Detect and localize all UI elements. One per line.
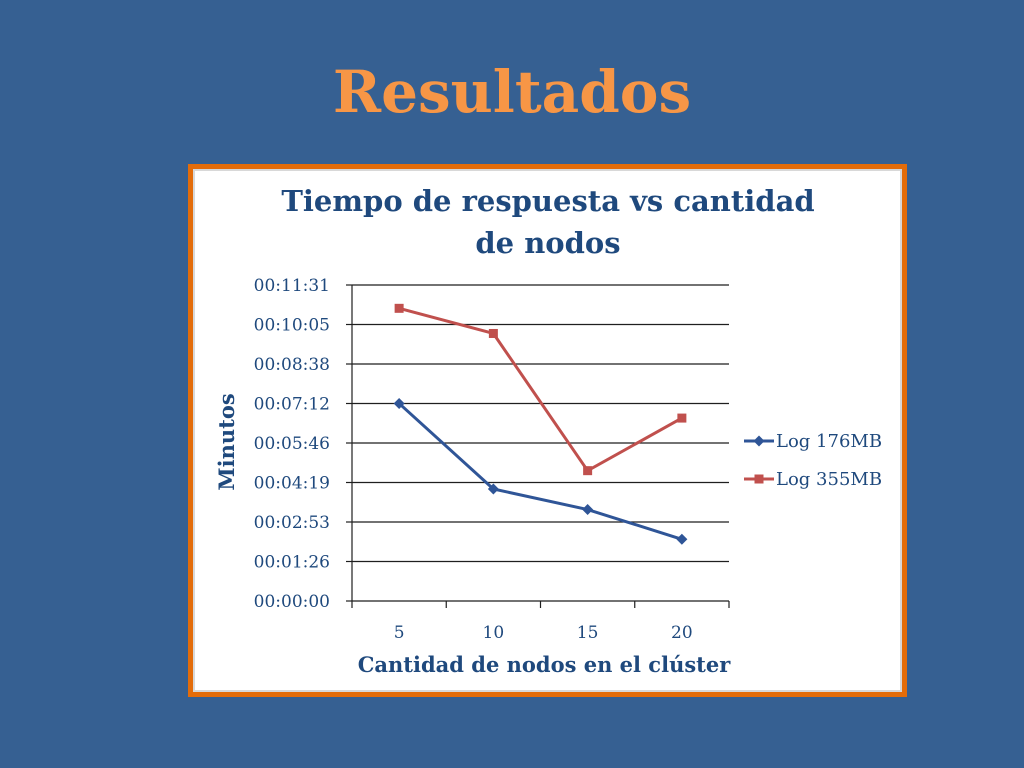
- data-point: [583, 466, 593, 476]
- slide-title: Resultados: [332, 58, 692, 126]
- y-tick-label: 00:04:19: [254, 474, 330, 494]
- x-tick-label: 20: [671, 623, 693, 643]
- y-tick-label: 00:02:53: [254, 513, 330, 533]
- legend-label: Log 176MB: [776, 431, 882, 452]
- legend-item: Log 176MB: [744, 431, 882, 452]
- y-tick-label: 00:10:05: [254, 316, 330, 336]
- x-tick-labels: 5 10 15 20: [394, 623, 693, 643]
- chart-title-line-1: Tiempo de respuesta vs cantidad: [281, 184, 814, 218]
- y-tick-label: 00:05:46: [254, 434, 330, 454]
- y-tick-label: 00:11:31: [254, 276, 330, 296]
- chart-frame: [188, 164, 907, 697]
- series-lines: [393, 303, 688, 545]
- data-point: [582, 504, 594, 516]
- y-tick-label: 00:01:26: [254, 553, 330, 573]
- y-tick-label: 00:07:12: [254, 395, 330, 415]
- data-point: [488, 328, 498, 338]
- y-tick-labels: 00:00:00 00:01:26 00:02:53 00:04:19 00:05:46…: [254, 276, 330, 612]
- data-point: [676, 533, 688, 545]
- series-2: [394, 303, 687, 476]
- x-tick-label: 15: [577, 623, 599, 643]
- series-line: [398, 402, 683, 541]
- series-line: [398, 306, 683, 473]
- data-point: [487, 483, 499, 495]
- y-tick-label: 00:00:00: [254, 592, 330, 612]
- x-tick-label: 5: [394, 623, 405, 643]
- data-point: [677, 413, 687, 423]
- legend-item: Log 355MB: [744, 469, 882, 490]
- axes: [351, 285, 730, 608]
- y-tick-label: 00:08:38: [254, 355, 330, 375]
- series-1: [393, 397, 688, 545]
- chart-title-line-2: de nodos: [475, 226, 620, 260]
- legend-label: Log 355MB: [776, 469, 882, 490]
- data-point: [394, 303, 404, 313]
- data-point: [393, 397, 405, 409]
- gridlines: [346, 284, 729, 602]
- data-point: [753, 435, 765, 447]
- chart-title: Tiempo de respuesta vs cantidad de nodos: [281, 184, 814, 260]
- y-axis-title: Minutos: [214, 393, 239, 490]
- data-point: [754, 474, 764, 484]
- chart-area: [193, 169, 902, 692]
- x-tick-label: 10: [483, 623, 505, 643]
- x-axis-title: Cantidad de nodos en el clúster: [358, 652, 732, 677]
- legend: Log 176MB Log 355MB: [744, 431, 882, 490]
